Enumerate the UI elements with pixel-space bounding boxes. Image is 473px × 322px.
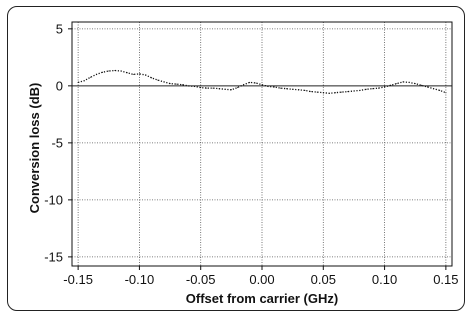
data-point bbox=[298, 89, 300, 91]
data-point bbox=[175, 83, 177, 85]
data-point bbox=[286, 88, 287, 90]
data-point bbox=[145, 74, 146, 76]
axis-ticks: -0.15 -0.10 -0.05 0.00 0.05 0.10 0.15 5 0 -5 -10 -1… bbox=[44, 21, 458, 287]
data-point bbox=[292, 88, 294, 90]
data-point bbox=[188, 85, 189, 87]
data-point bbox=[439, 89, 441, 91]
data-point bbox=[163, 81, 165, 83]
series-group bbox=[77, 69, 447, 94]
x-tick-label: 0.15 bbox=[433, 272, 458, 287]
data-point bbox=[328, 92, 330, 94]
data-point bbox=[102, 71, 104, 73]
x-tick-label: 0.05 bbox=[311, 272, 336, 287]
x-axis-label: Offset from carrier (GHz) bbox=[186, 291, 338, 306]
data-point bbox=[206, 87, 208, 89]
data-point bbox=[390, 84, 392, 86]
data-point bbox=[243, 84, 245, 86]
y-tick-label: -5 bbox=[51, 135, 63, 150]
data-point bbox=[120, 70, 122, 72]
plot-area bbox=[71, 21, 453, 267]
x-tick-label: 0.10 bbox=[372, 272, 397, 287]
data-point bbox=[427, 86, 428, 88]
data-point bbox=[445, 92, 447, 94]
data-point bbox=[310, 91, 312, 93]
data-point bbox=[230, 89, 232, 91]
y-tick-label: -10 bbox=[44, 192, 63, 207]
data-point bbox=[402, 81, 404, 83]
data-point bbox=[249, 81, 251, 83]
data-point bbox=[420, 84, 422, 86]
x-tick-label: -0.15 bbox=[63, 272, 93, 287]
data-point bbox=[77, 81, 79, 83]
data-point bbox=[218, 88, 220, 90]
data-point bbox=[365, 88, 367, 90]
data-point bbox=[212, 87, 214, 89]
data-point bbox=[347, 91, 349, 93]
x-tick-label: 0.00 bbox=[249, 272, 274, 287]
x-tick-label: -0.05 bbox=[186, 272, 216, 287]
y-tick-label: 5 bbox=[56, 21, 63, 36]
data-point bbox=[224, 88, 226, 90]
chart-frame bbox=[7, 6, 465, 311]
data-point bbox=[261, 84, 263, 86]
y-tick-label: 0 bbox=[56, 78, 63, 93]
data-point bbox=[304, 89, 306, 91]
data-point bbox=[83, 80, 85, 82]
x-tick-label: -0.10 bbox=[125, 272, 155, 287]
data-point bbox=[384, 86, 386, 88]
data-point bbox=[181, 84, 183, 86]
data-point bbox=[138, 73, 140, 75]
data-point bbox=[414, 83, 416, 85]
grid bbox=[72, 22, 452, 266]
data-point bbox=[157, 79, 159, 81]
data-point bbox=[267, 85, 269, 87]
data-point bbox=[371, 88, 373, 90]
data-point bbox=[255, 82, 257, 84]
data-point bbox=[359, 89, 361, 91]
data-point bbox=[151, 77, 153, 79]
data-point bbox=[322, 92, 324, 94]
data-point bbox=[316, 91, 318, 93]
data-point bbox=[96, 73, 97, 75]
data-point bbox=[169, 83, 171, 85]
data-point bbox=[194, 85, 196, 87]
data-point bbox=[341, 91, 343, 93]
data-point bbox=[200, 87, 202, 89]
data-point bbox=[126, 72, 128, 74]
data-point bbox=[378, 87, 379, 89]
data-point bbox=[353, 90, 355, 92]
data-point bbox=[433, 88, 435, 90]
y-tick-label: -15 bbox=[44, 249, 63, 264]
data-point bbox=[114, 70, 116, 71]
data-point bbox=[89, 76, 91, 78]
data-point bbox=[237, 87, 238, 89]
data-point bbox=[132, 73, 134, 75]
data-point bbox=[335, 92, 336, 94]
y-axis-label: Conversion loss (dB) bbox=[27, 83, 42, 214]
data-point bbox=[108, 70, 110, 72]
data-point bbox=[279, 87, 281, 89]
data-point bbox=[273, 86, 275, 88]
data-point bbox=[408, 81, 410, 83]
data-point bbox=[396, 83, 398, 85]
